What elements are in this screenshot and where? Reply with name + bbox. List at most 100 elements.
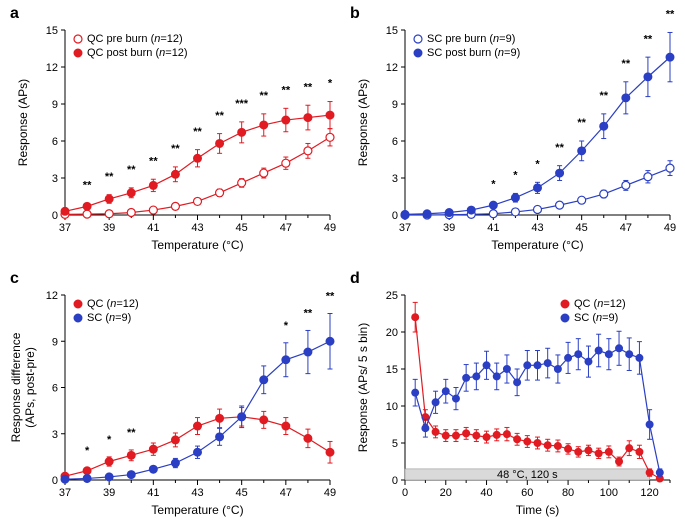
svg-text:47: 47 (280, 222, 292, 234)
svg-text:**: ** (304, 308, 313, 320)
svg-text:SC post burn (n=9): SC post burn (n=9) (427, 47, 520, 59)
svg-text:9: 9 (52, 336, 58, 348)
svg-text:3: 3 (52, 429, 58, 441)
svg-text:Time (s): Time (s) (516, 503, 560, 517)
svg-text:100: 100 (600, 487, 618, 499)
svg-text:Response (APs): Response (APs) (16, 79, 30, 166)
svg-text:Temperature (°C): Temperature (°C) (151, 503, 243, 517)
svg-text:15: 15 (386, 364, 398, 376)
svg-text:43: 43 (191, 222, 203, 234)
svg-text:**: ** (149, 155, 158, 167)
svg-text:**: ** (326, 291, 335, 303)
panel-b: b0369121537394143454749Temperature (°C)R… (350, 5, 680, 260)
svg-text:SC pre burn (n=9): SC pre burn (n=9) (427, 33, 515, 45)
svg-text:QC pre burn (n=12): QC pre burn (n=12) (87, 33, 183, 45)
svg-text:49: 49 (324, 222, 336, 234)
svg-text:39: 39 (103, 487, 115, 499)
svg-text:40: 40 (480, 487, 492, 499)
svg-text:41: 41 (147, 487, 159, 499)
svg-text:**: ** (555, 142, 564, 154)
svg-text:**: ** (304, 81, 313, 93)
svg-text:41: 41 (147, 222, 159, 234)
svg-text:3: 3 (52, 173, 58, 185)
svg-text:9: 9 (52, 99, 58, 111)
svg-text:**: ** (259, 90, 268, 102)
svg-text:Response (APs/ 5 s bin): Response (APs/ 5 s bin) (356, 323, 370, 452)
svg-text:60: 60 (521, 487, 533, 499)
svg-text:48 °C, 120 s: 48 °C, 120 s (497, 469, 558, 481)
svg-text:Response difference(APs, post-: Response difference(APs, post-pre) (10, 332, 37, 442)
svg-text:5: 5 (392, 438, 398, 450)
panel-label-a: a (10, 5, 19, 23)
svg-text:**: ** (171, 143, 180, 155)
svg-text:9: 9 (392, 99, 398, 111)
svg-text:**: ** (622, 58, 631, 70)
svg-text:43: 43 (191, 487, 203, 499)
svg-text:20: 20 (386, 327, 398, 339)
svg-text:6: 6 (392, 136, 398, 148)
svg-text:*: * (284, 320, 289, 332)
svg-text:*: * (107, 434, 112, 446)
svg-text:**: ** (105, 171, 114, 183)
svg-text:**: ** (127, 164, 136, 176)
svg-text:12: 12 (46, 290, 58, 302)
svg-text:Response (APs): Response (APs) (356, 79, 370, 166)
svg-text:QC (n=12): QC (n=12) (574, 298, 626, 310)
svg-text:0: 0 (392, 210, 398, 222)
svg-text:15: 15 (46, 25, 58, 37)
svg-text:**: ** (599, 90, 608, 102)
svg-text:QC post burn (n=12): QC post burn (n=12) (87, 47, 188, 59)
svg-text:*: * (513, 170, 518, 182)
svg-text:*: * (328, 78, 333, 90)
svg-text:**: ** (83, 179, 92, 191)
panel-label-d: d (350, 270, 360, 288)
svg-text:49: 49 (664, 222, 676, 234)
svg-text:39: 39 (443, 222, 455, 234)
svg-text:45: 45 (236, 222, 248, 234)
svg-text:39: 39 (103, 222, 115, 234)
svg-text:41: 41 (487, 222, 499, 234)
svg-text:6: 6 (52, 383, 58, 395)
svg-text:*: * (491, 178, 496, 190)
svg-text:**: ** (282, 85, 291, 97)
svg-text:SC (n=9): SC (n=9) (87, 312, 131, 324)
svg-text:20: 20 (440, 487, 452, 499)
svg-text:12: 12 (386, 62, 398, 74)
svg-text:Temperature (°C): Temperature (°C) (151, 238, 243, 252)
svg-text:SC (n=9): SC (n=9) (574, 312, 618, 324)
svg-text:43: 43 (531, 222, 543, 234)
svg-text:37: 37 (59, 222, 71, 234)
figure: a0369121537394143454749Temperature (°C)R… (0, 0, 685, 530)
svg-text:**: ** (193, 126, 202, 138)
svg-text:0: 0 (402, 487, 408, 499)
svg-text:***: *** (235, 98, 249, 110)
svg-text:**: ** (577, 117, 586, 129)
svg-text:0: 0 (392, 475, 398, 487)
svg-text:80: 80 (562, 487, 574, 499)
svg-text:37: 37 (59, 487, 71, 499)
svg-text:120: 120 (640, 487, 658, 499)
svg-text:**: ** (644, 33, 653, 45)
panel-a: a 0 3 6 9 12 15 37 39 41 43 45 47 49 Temperature (°C) R… (10, 5, 340, 260)
panel-d: d 0 5 10 15 20 25 0 20 40 60 80 100 120 Time (s) Respon… (350, 270, 680, 525)
svg-text:25: 25 (386, 290, 398, 302)
svg-text:Temperature (°C): Temperature (°C) (491, 238, 583, 252)
svg-text:10: 10 (386, 401, 398, 413)
svg-text:45: 45 (236, 487, 248, 499)
svg-text:49: 49 (324, 487, 336, 499)
svg-text:12: 12 (46, 62, 58, 74)
svg-text:*: * (85, 445, 90, 457)
svg-text:*: * (535, 159, 540, 171)
svg-text:**: ** (127, 427, 136, 439)
panel-c: c 0 3 6 9 12 37 39 41 43 45 47 49 Temperature (°C) Res… (10, 270, 340, 525)
svg-text:45: 45 (576, 222, 588, 234)
svg-text:**: ** (215, 110, 224, 122)
svg-text:6: 6 (52, 136, 58, 148)
svg-text:47: 47 (280, 487, 292, 499)
svg-text:47: 47 (620, 222, 632, 234)
svg-text:0: 0 (52, 210, 58, 222)
svg-text:0: 0 (52, 475, 58, 487)
svg-text:15: 15 (386, 25, 398, 37)
svg-text:37: 37 (399, 222, 411, 234)
panel-label-c: c (10, 270, 19, 288)
